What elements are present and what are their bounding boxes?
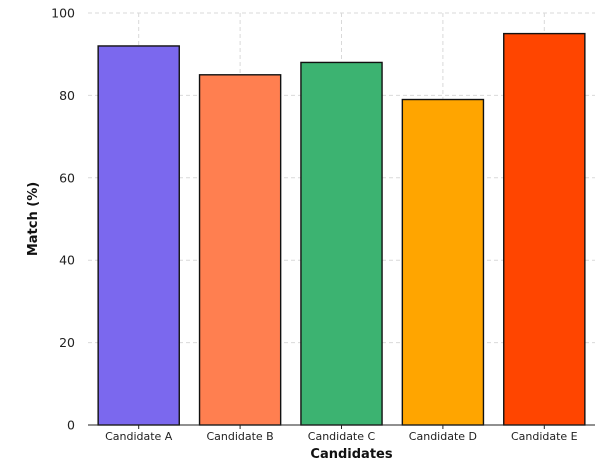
y-axis-ticks: 0 20 40 60 80 100 <box>51 6 75 433</box>
x-tick-label: Candidate B <box>206 430 273 443</box>
bar-candidate-c <box>300 61 383 426</box>
y-tick-label: 0 <box>67 418 75 433</box>
bar-candidate-b <box>198 74 282 426</box>
bar-candidate-a <box>97 45 180 426</box>
x-tick-label: Candidate D <box>409 430 477 443</box>
y-tick-label: 100 <box>51 6 75 21</box>
x-tick-label: Candidate E <box>511 430 578 443</box>
x-axis-title: Candidates <box>310 447 392 462</box>
y-tick-label: 40 <box>59 253 75 268</box>
bar-candidate-d <box>401 98 485 426</box>
x-tick-label: Candidate C <box>308 430 376 443</box>
y-tick-label: 80 <box>59 88 75 103</box>
bar-candidate-e <box>503 32 586 426</box>
x-tick-label: Candidate A <box>105 430 173 443</box>
x-axis-ticks: Candidate A Candidate B Candidate C Candida… <box>105 425 578 443</box>
y-tick-label: 60 <box>59 170 75 185</box>
y-tick-label: 20 <box>59 335 75 350</box>
y-axis-title: Match (%) <box>26 182 41 256</box>
bars <box>97 32 586 426</box>
